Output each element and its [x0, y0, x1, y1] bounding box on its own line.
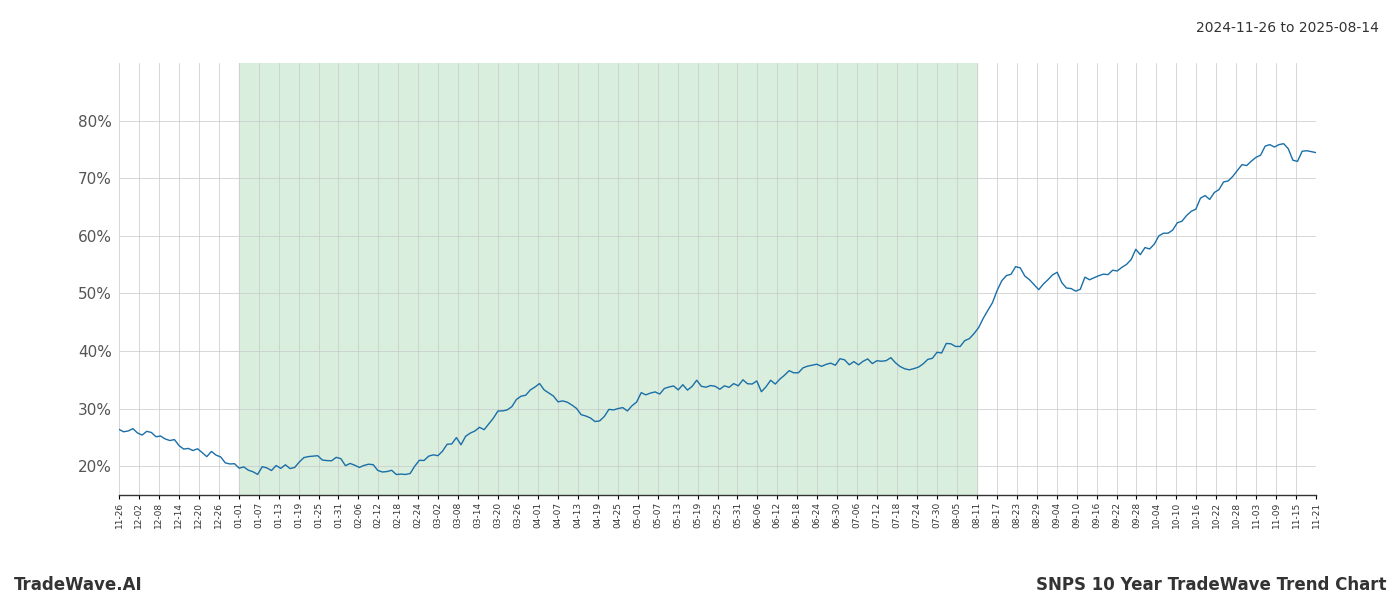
Text: TradeWave.AI: TradeWave.AI — [14, 576, 143, 594]
Text: 2024-11-26 to 2025-08-14: 2024-11-26 to 2025-08-14 — [1196, 21, 1379, 35]
Text: SNPS 10 Year TradeWave Trend Chart: SNPS 10 Year TradeWave Trend Chart — [1036, 576, 1386, 594]
Bar — [239, 63, 977, 495]
